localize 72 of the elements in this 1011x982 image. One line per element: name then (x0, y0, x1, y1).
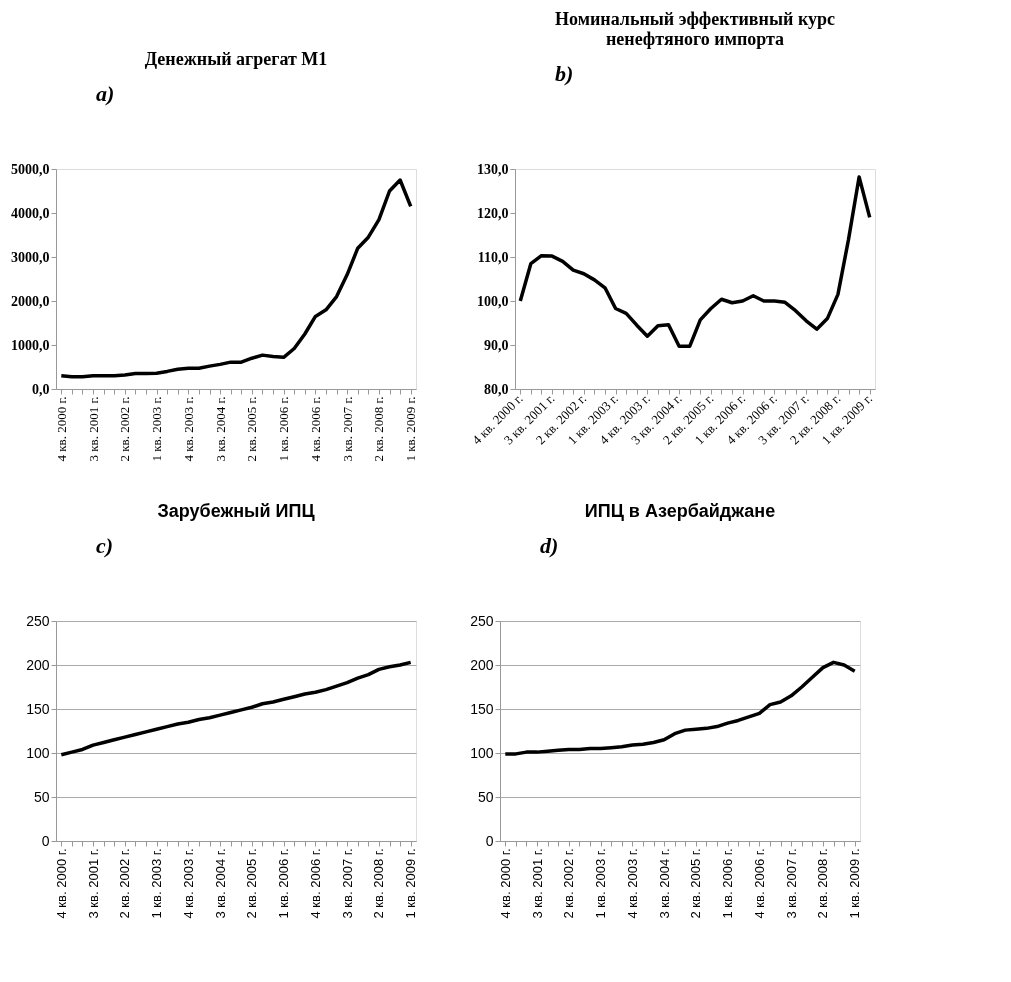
y-tick-label: 0,0 (32, 381, 50, 397)
y-tick-label: 80,0 (484, 381, 509, 397)
x-tick-label: 2 кв. 2008 г. (371, 396, 387, 462)
y-tick-label: 200 (470, 656, 494, 673)
y-tick-label: 2000,0 (11, 293, 50, 309)
y-tick-label: 1000,0 (11, 337, 50, 353)
text: d) (540, 533, 559, 558)
x-tick-label: 3 кв. 2001 г. (85, 396, 101, 462)
x-tick-label: 4 кв. 2003 г. (624, 848, 640, 919)
x-tick-label: 1 кв. 2006 г. (276, 396, 292, 462)
x-tick-label: 3 кв. 2007 г. (339, 848, 355, 919)
x-tick-label: 3 кв. 2004 г. (212, 396, 228, 462)
line-series (59, 178, 413, 379)
x-tick-label: 4 кв. 2006 г. (307, 848, 323, 919)
x-tick-label: 3 кв. 2007 г. (339, 396, 355, 462)
chart-title: Зарубежный ИПЦ (157, 501, 316, 521)
y-tick-label: 0 (41, 832, 50, 849)
x-tick-label: 4 кв. 2000 г. (53, 396, 69, 462)
x-tick-label: 4 кв. 2000 г. (497, 848, 513, 919)
x-tick-label: 1 кв. 2009 г. (403, 396, 419, 462)
x-tick-label: 1 кв. 2006 г. (720, 848, 736, 919)
y-tick-label: 150 (470, 700, 494, 717)
x-tick-label: 1 кв. 2003 г. (593, 848, 609, 919)
text: a) (96, 81, 115, 106)
x-tick-label: 2 кв. 2008 г. (371, 848, 387, 919)
y-tick-label: 250 (26, 612, 50, 629)
x-tick-label: 4 кв. 2003 г. (180, 396, 196, 462)
y-tick-label: 100,0 (477, 293, 509, 309)
y-tick-label: 90,0 (484, 337, 509, 353)
chart-title: Денежный агрегат М1 (144, 49, 328, 69)
x-tick-label: 2 кв. 2005 г. (244, 396, 260, 462)
x-tick-label: 1 кв. 2009 г. (403, 848, 419, 919)
text: c) (96, 533, 114, 558)
x-tick-label: 1 кв. 2003 г. (149, 396, 165, 462)
x-tick-label: 3 кв. 2007 г. (783, 848, 799, 919)
y-tick-label: 5000,0 (11, 161, 50, 177)
y-tick-label: 110,0 (477, 249, 509, 265)
x-tick-label: 4 кв. 2006 г. (307, 396, 323, 462)
x-tick-label: 4 кв. 2003 г. (180, 848, 196, 919)
y-tick-label: 100 (470, 744, 494, 761)
x-tick-label: 3 кв. 2001 г. (85, 848, 101, 919)
x-tick-label: 3 кв. 2001 г. (529, 848, 545, 919)
x-tick-label: 3 кв. 2004 г. (656, 848, 672, 919)
x-tick-label: 1 кв. 2006 г. (276, 848, 292, 919)
y-tick-label: 50 (477, 788, 494, 805)
x-tick-label: 2 кв. 2002 г. (117, 396, 133, 462)
line-series (503, 660, 857, 756)
y-tick-label: 100 (26, 744, 50, 761)
y-tick-label: 50 (33, 788, 50, 805)
line-series (59, 660, 413, 757)
y-tick-label: 200 (26, 656, 50, 673)
y-tick-label: 130,0 (477, 161, 509, 177)
chart-title: ИПЦ в Азербайджане (584, 501, 776, 521)
line-series (518, 175, 872, 349)
y-tick-label: 150 (26, 700, 50, 717)
x-tick-label: 2 кв. 2005 г. (688, 848, 704, 919)
y-tick-label: 3000,0 (11, 249, 50, 265)
x-tick-label: 2 кв. 2002 г. (117, 848, 133, 919)
x-tick-label: 2 кв. 2002 г. (561, 848, 577, 919)
y-tick-label: 4000,0 (11, 205, 50, 221)
x-tick-label: 1 кв. 2003 г. (149, 848, 165, 919)
x-tick-label: 4 кв. 2000 г. (53, 848, 69, 919)
text: b) (555, 61, 574, 86)
y-tick-label: 0 (485, 832, 494, 849)
chart-title: Номинальный эффективный курс ненефтяного импорта (554, 9, 836, 49)
y-tick-label: 250 (470, 612, 494, 629)
x-tick-label: 4 кв. 2006 г. (751, 848, 767, 919)
x-tick-label: 1 кв. 2009 г. (847, 848, 863, 919)
y-tick-label: 120,0 (477, 205, 509, 221)
x-tick-label: 2 кв. 2005 г. (244, 848, 260, 919)
x-tick-label: 3 кв. 2004 г. (212, 848, 228, 919)
x-tick-label: 2 кв. 2008 г. (815, 848, 831, 919)
